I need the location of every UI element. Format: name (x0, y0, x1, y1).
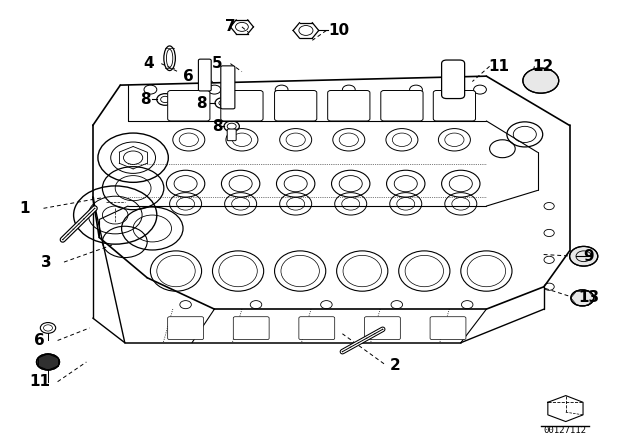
Text: 8: 8 (196, 95, 207, 111)
Text: 7: 7 (225, 19, 236, 34)
FancyBboxPatch shape (299, 317, 335, 340)
FancyBboxPatch shape (221, 66, 235, 109)
Text: 11: 11 (29, 374, 50, 389)
FancyBboxPatch shape (233, 317, 269, 340)
Circle shape (571, 290, 594, 306)
FancyBboxPatch shape (364, 317, 401, 340)
FancyBboxPatch shape (381, 90, 423, 121)
FancyBboxPatch shape (168, 317, 204, 340)
FancyBboxPatch shape (168, 90, 210, 121)
FancyBboxPatch shape (430, 317, 466, 340)
Text: 13: 13 (578, 290, 600, 306)
Text: 8: 8 (212, 119, 223, 134)
FancyBboxPatch shape (442, 60, 465, 99)
FancyBboxPatch shape (198, 59, 211, 91)
Text: 9: 9 (584, 249, 594, 264)
FancyBboxPatch shape (221, 90, 263, 121)
Text: 00127112: 00127112 (543, 426, 587, 435)
Text: 6: 6 (35, 333, 45, 348)
Text: 8: 8 (141, 92, 151, 107)
Text: 11: 11 (489, 59, 509, 74)
Text: 10: 10 (328, 23, 350, 38)
FancyBboxPatch shape (275, 90, 317, 121)
Text: 6: 6 (184, 69, 194, 84)
Text: 2: 2 (390, 358, 401, 373)
Text: 5: 5 (212, 56, 223, 71)
Text: 12: 12 (532, 59, 554, 74)
Text: 1: 1 (19, 201, 29, 216)
Circle shape (570, 246, 598, 266)
Text: 3: 3 (41, 254, 51, 270)
FancyBboxPatch shape (433, 90, 476, 121)
Circle shape (36, 354, 60, 370)
Circle shape (523, 68, 559, 93)
Text: 4: 4 (143, 56, 154, 71)
FancyBboxPatch shape (227, 129, 236, 141)
FancyBboxPatch shape (328, 90, 370, 121)
